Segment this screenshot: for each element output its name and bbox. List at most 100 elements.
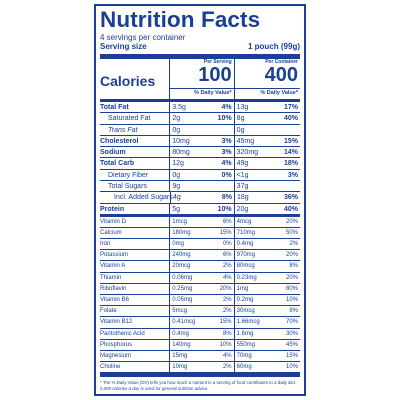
nutrient-name: Total Sugars xyxy=(108,183,147,191)
calories-label: Calories xyxy=(100,73,156,89)
percent: 14% xyxy=(283,149,298,157)
amount: 5mcg xyxy=(172,308,187,315)
percent: 3% xyxy=(221,137,232,145)
percent: 6% xyxy=(222,218,232,225)
nutrient-row: Trans Fat 0g 0g xyxy=(100,124,300,136)
per-serving-cell: 0.4mg 8% xyxy=(169,328,233,339)
per-container-cell: 0.2mg 10% xyxy=(233,294,300,306)
per-container-cell: 550mg 45% xyxy=(233,339,300,350)
per-serving-cell: 1mcg 6% xyxy=(169,216,233,227)
amount: 37g xyxy=(236,183,249,191)
percent: 2% xyxy=(289,241,298,248)
nutrient-row: Protein 5g 10% 20g 40% xyxy=(100,203,300,217)
percent: 8% xyxy=(222,330,232,337)
percent: 10% xyxy=(219,341,232,348)
vitamin-name: Choline xyxy=(100,364,121,371)
per-serving-cell: 0.41mcg 15% xyxy=(169,317,233,328)
amount: 1.66mcg xyxy=(236,319,260,326)
percent: 15% xyxy=(219,319,232,326)
percent: 50% xyxy=(285,229,298,236)
percent: 3% xyxy=(221,149,232,157)
percent: 0% xyxy=(221,171,232,179)
vitamin-name: Calcium xyxy=(100,229,122,236)
percent: 8% xyxy=(289,263,298,270)
calories-row: Calories Per Serving 100 % Daily Value* … xyxy=(100,59,300,102)
percent: 18% xyxy=(283,160,298,168)
nutrient-table: Total Fat 3.5g 4% 13g 17% Saturated Fat 2g… xyxy=(100,102,300,217)
vitamin-row: Phosphorus 140mg 10% 550mg 45% xyxy=(100,339,300,351)
per-container-column-header: Per Container 400 % Daily Value* xyxy=(233,59,300,99)
nutrient-name: Dietary Fiber xyxy=(108,171,149,179)
vitamin-name: Vitamin B6 xyxy=(100,296,129,303)
vitamin-row: Choline 10mg 2% 60mg 10% xyxy=(100,362,300,374)
vitamin-name: Riboflavin xyxy=(100,285,127,292)
amount: 0.06mg xyxy=(172,274,193,281)
vitamin-row: Vitamin B6 0.05mg 2% 0.2mg 10% xyxy=(100,294,300,307)
nutrient-name: Sodium xyxy=(100,149,126,157)
per-serving-cell: 0g 0% xyxy=(169,169,233,181)
percent: 10% xyxy=(217,205,232,213)
per-serving-cell: 20mcg 2% xyxy=(169,261,233,272)
per-serving-cell: 0.06mg 4% xyxy=(169,272,233,283)
amount: 140mg xyxy=(172,341,191,348)
per-serving-cell: 10mg 3% xyxy=(169,135,233,147)
percent: 4% xyxy=(222,352,232,359)
amount: 15mg xyxy=(172,352,188,359)
vitamin-name: Vitamin A xyxy=(100,263,126,270)
nutrient-name: Total Fat xyxy=(100,104,129,111)
vitamin-row: Magnesium 15mg 4% 70mg 15% xyxy=(100,350,300,363)
amount: 320mg xyxy=(236,149,259,157)
amount: 0.41mcg xyxy=(172,319,196,326)
amount: 0g xyxy=(236,126,245,134)
per-serving-cell: 140mg 10% xyxy=(169,339,233,350)
per-serving-cell: 5mcg 2% xyxy=(169,306,233,317)
percent: 2% xyxy=(222,296,232,303)
percent: 70% xyxy=(285,319,298,326)
per-serving-cell: 10mg 2% xyxy=(169,362,233,373)
per-serving-cell: 0mg 0% xyxy=(169,239,233,250)
vitamin-name: Vitamin B12 xyxy=(100,319,133,326)
percent: 30% xyxy=(285,330,298,337)
per-container-cell: 970mg 20% xyxy=(233,250,300,261)
per-container-cell: 8g 40% xyxy=(233,113,300,124)
per-container-cell: 1.66mcg 70% xyxy=(233,317,300,328)
per-container-cell: 0g xyxy=(233,124,300,135)
calories-per-serving: 100 xyxy=(198,64,232,86)
percent: 40% xyxy=(283,205,298,213)
percent: 4% xyxy=(222,274,232,281)
percent: 36% xyxy=(283,194,298,202)
amount: 60mg xyxy=(236,364,252,371)
percent: 20% xyxy=(285,274,298,281)
vitamin-row: Folate 5mcg 2% 30mcg 8% xyxy=(100,306,300,318)
nutrient-row: Total Sugars 9g 37g xyxy=(100,181,300,193)
per-serving-cell: 12g 4% xyxy=(169,158,233,169)
per-container-cell: 320mg 14% xyxy=(233,147,300,158)
per-serving-cell: 4g 8% xyxy=(170,192,234,203)
percent: 8% xyxy=(221,194,233,202)
percent: 2% xyxy=(222,263,232,270)
amount: 10mg xyxy=(172,137,190,145)
per-container-cell: 45mg 15% xyxy=(233,135,300,147)
per-serving-cell: 0.05mg 2% xyxy=(169,294,233,306)
vitamin-name: Vitamin D xyxy=(100,218,126,225)
amount: 5g xyxy=(172,205,181,213)
percent: 15% xyxy=(219,229,232,236)
vitamin-row: Vitamin D 1mcg 6% 4mcg 20% xyxy=(100,216,300,228)
amount: 550mg xyxy=(236,341,255,348)
vitamin-name: Pantothenic Acid xyxy=(100,330,145,337)
vitamin-name: Potassium xyxy=(100,252,129,259)
amount: 180mg xyxy=(172,229,191,236)
vitamin-name: Iron xyxy=(100,241,111,248)
per-container-cell: 1.6mg 30% xyxy=(233,328,300,339)
label-title: Nutrition Facts xyxy=(100,7,261,32)
per-container-cell: 49g 18% xyxy=(233,158,300,169)
nutrient-row: Cholesterol 10mg 3% 45mg 15% xyxy=(100,135,300,148)
amount: 1mg xyxy=(236,285,249,292)
nutrient-row: Total Carb 12g 4% 49g 18% xyxy=(100,158,300,170)
vitamin-row: Vitamin A 20mcg 2% 80mcg 8% xyxy=(100,261,300,273)
amount: 80mg xyxy=(172,149,190,157)
amount: 0.4mg xyxy=(236,241,254,248)
percent: 3% xyxy=(287,171,298,179)
nutrient-row: Dietary Fiber 0g 0% <1g 3% xyxy=(100,169,300,182)
amount: 9g xyxy=(172,183,181,191)
